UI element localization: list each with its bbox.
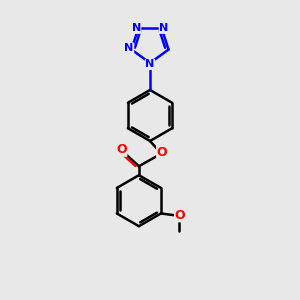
- Text: N: N: [146, 59, 154, 70]
- Text: O: O: [175, 209, 185, 222]
- Text: N: N: [159, 23, 169, 33]
- Text: O: O: [116, 143, 127, 156]
- Text: N: N: [131, 23, 141, 33]
- Text: N: N: [124, 43, 134, 53]
- Text: O: O: [157, 146, 167, 160]
